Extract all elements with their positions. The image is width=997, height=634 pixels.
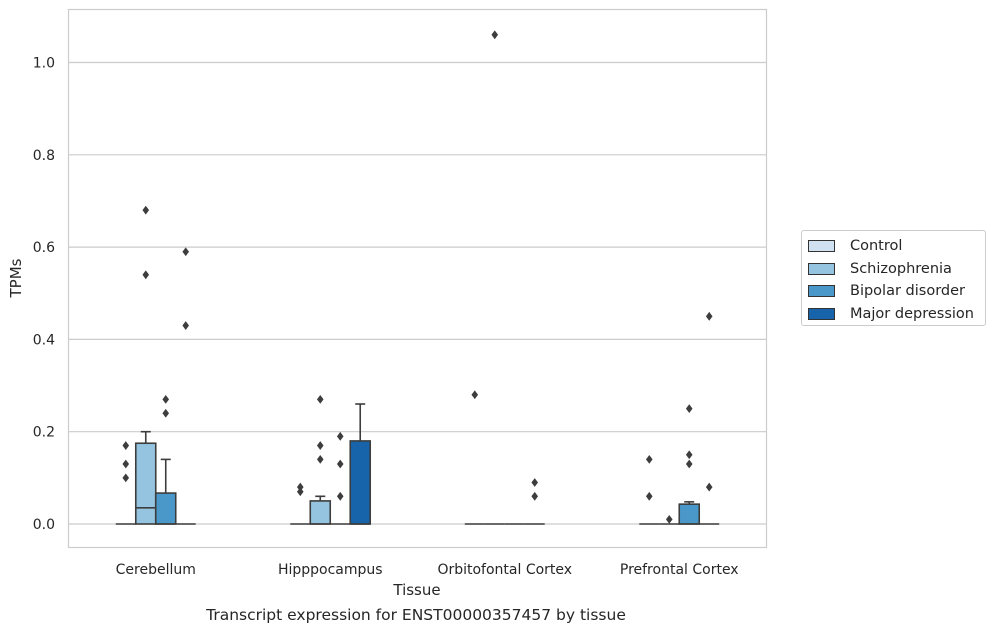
outlier-point — [122, 441, 130, 450]
outlier-point — [142, 270, 150, 280]
y-tick-label: 1.0 — [33, 56, 55, 72]
box-bipolar-disorder — [678, 404, 701, 525]
outlier-point — [705, 311, 713, 321]
legend-swatch — [808, 307, 835, 320]
outlier-point — [665, 514, 673, 524]
outlier-point — [685, 459, 693, 469]
box-body — [309, 500, 332, 525]
y-axis-ticks: 0.0 0.2 0.4 0.6 0.8 1.0 — [33, 56, 55, 534]
chart-caption: Transcript expression for ENST0000035745… — [206, 606, 626, 624]
box-schizophrenia — [134, 205, 157, 525]
y-tick-label: 0.6 — [33, 240, 55, 256]
legend: Control Schizophrenia Bipolar disorder Majo… — [801, 230, 986, 326]
x-tick-label: Prefrontal Cortex — [620, 562, 739, 578]
legend-swatch — [808, 240, 835, 253]
outlier-point — [122, 473, 130, 483]
outlier-point — [645, 491, 653, 501]
box-schizophrenia — [309, 394, 332, 525]
outlier-point — [316, 441, 324, 450]
legend-item: Bipolar disorder — [808, 280, 985, 303]
y-tick-label: 0.0 — [33, 517, 55, 533]
outlier-point — [316, 394, 324, 404]
box-major-depression — [699, 311, 720, 525]
outlier-point — [296, 487, 304, 497]
outlier-point — [162, 394, 170, 404]
box-control — [464, 390, 485, 525]
box-bipolar-disorder — [154, 394, 177, 525]
outlier-point — [336, 459, 344, 469]
outlier-point — [531, 478, 539, 487]
box-major-depression — [175, 247, 196, 525]
y-axis-label: TPMs — [7, 258, 25, 298]
legend-label: Control — [850, 238, 903, 255]
x-tick-label: Hipppocampus — [278, 562, 383, 578]
outlier-point — [685, 450, 693, 460]
box-major-depression — [349, 403, 372, 525]
outlier-point — [142, 205, 150, 215]
plot-area — [67, 8, 768, 549]
x-tick-label: Cerebellum — [116, 562, 196, 578]
x-tick-label: Orbitofontal Cortex — [437, 562, 572, 578]
outlier-point — [491, 30, 499, 40]
box-control — [639, 454, 660, 525]
x-axis-ticks: Cerebellum Hipppocampus Orbitofontal Corte… — [116, 562, 739, 578]
legend-swatch — [808, 262, 835, 275]
box-schizophrenia — [659, 514, 680, 525]
outlier-point — [645, 454, 653, 464]
outlier-point — [705, 482, 713, 492]
outlier-point — [531, 491, 539, 501]
x-axis-label: Tissue — [392, 581, 440, 599]
box-major-depression — [524, 478, 545, 525]
y-tick-label: 0.8 — [33, 148, 55, 164]
outlier-point — [685, 404, 693, 414]
outlier-point — [122, 459, 130, 469]
box-series — [115, 30, 720, 525]
legend-label: Bipolar disorder — [850, 283, 965, 300]
box-body — [678, 503, 701, 525]
outlier-point — [182, 247, 190, 257]
box-body — [154, 492, 177, 525]
legend-item: Control — [808, 235, 985, 258]
legend-swatch — [808, 285, 835, 298]
box-schizophrenia — [484, 30, 505, 525]
outlier-point — [296, 482, 304, 492]
outlier-point — [336, 431, 344, 441]
legend-item: Major depression — [808, 303, 985, 326]
legend-label: Schizophrenia — [850, 260, 952, 277]
box-control — [115, 441, 136, 525]
outlier-point — [182, 321, 190, 330]
outlier-point — [162, 408, 170, 418]
outlier-point — [471, 390, 479, 400]
box-body — [349, 440, 372, 525]
legend-label: Major depression — [850, 305, 974, 322]
y-tick-label: 0.2 — [33, 425, 55, 441]
box-control — [290, 482, 311, 525]
box-bipolar-disorder — [330, 431, 351, 525]
legend-item: Schizophrenia — [808, 258, 985, 281]
y-tick-label: 0.4 — [33, 332, 55, 348]
box-body — [134, 442, 157, 525]
outlier-point — [336, 491, 344, 501]
outlier-point — [316, 454, 324, 464]
